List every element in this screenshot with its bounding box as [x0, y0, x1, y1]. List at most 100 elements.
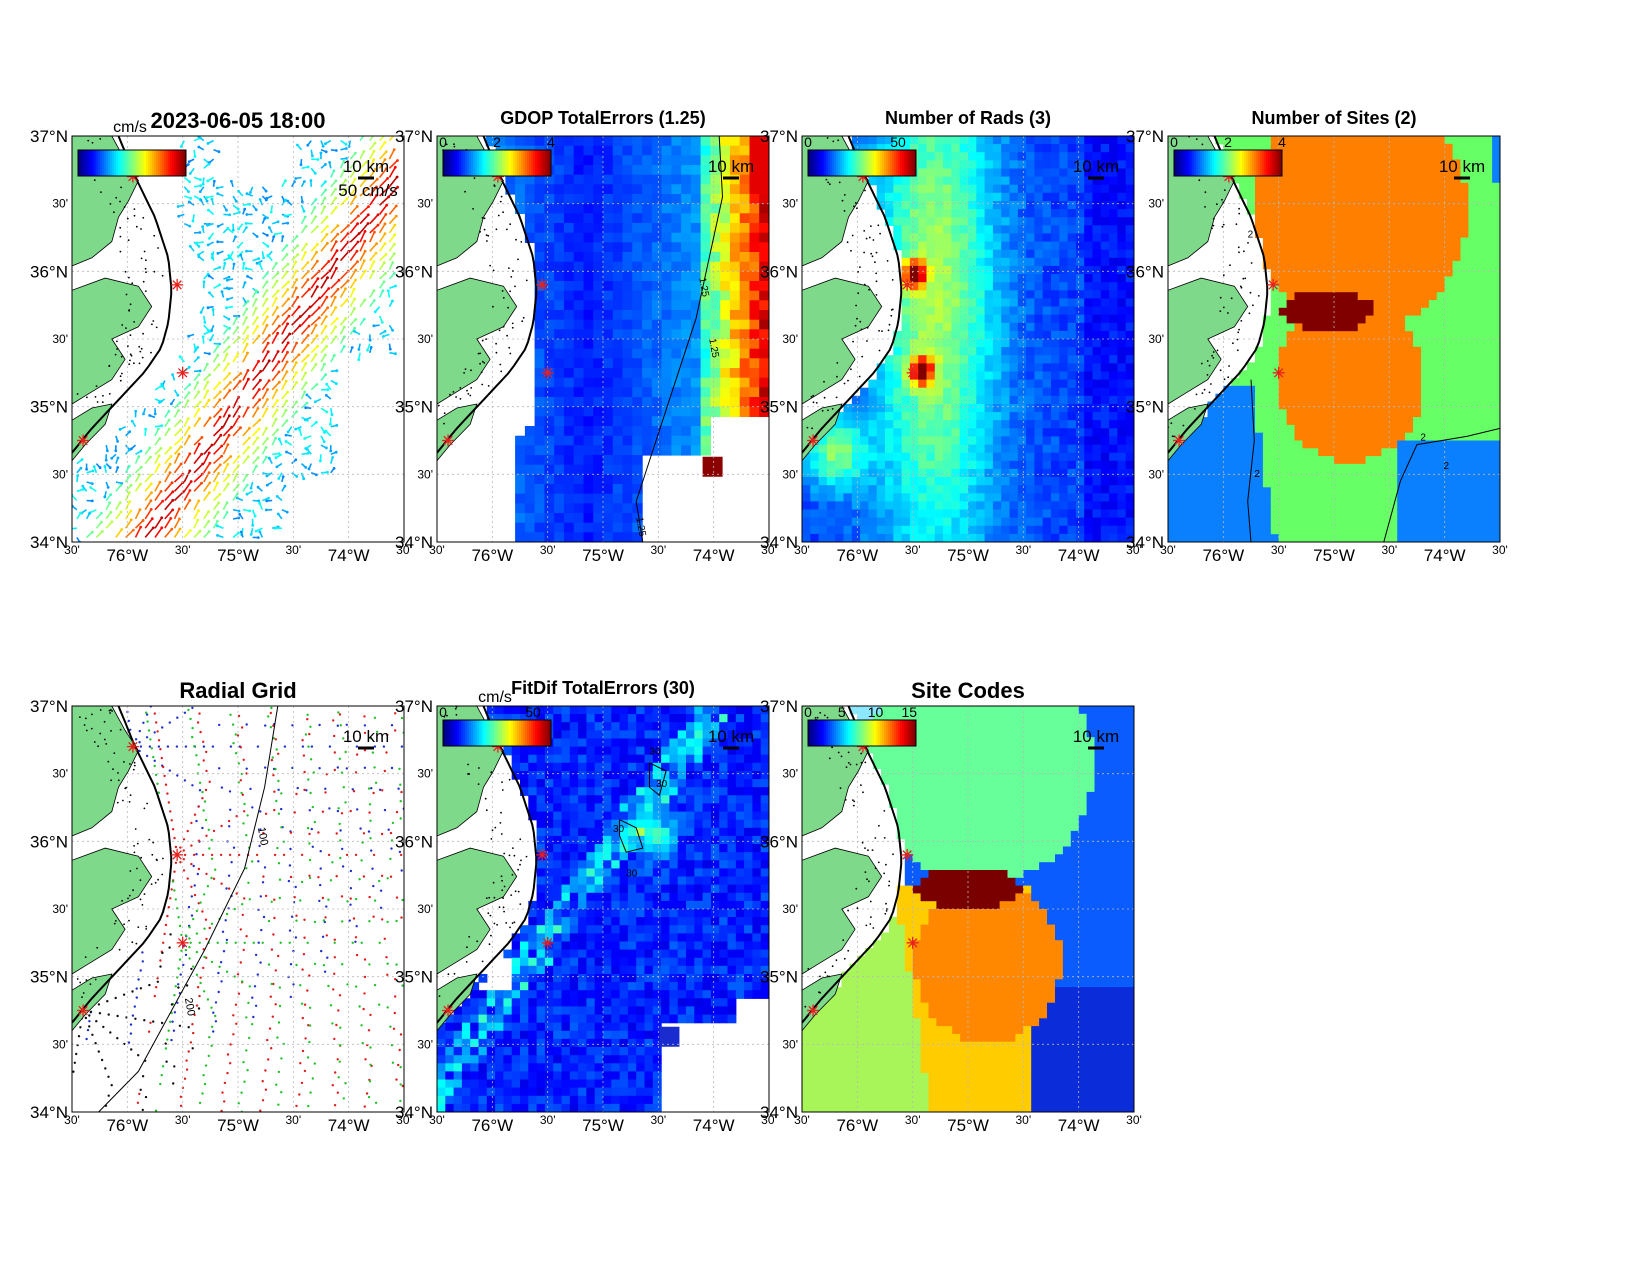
current-vector — [155, 501, 163, 510]
rads-cell — [910, 534, 919, 543]
rads-cell — [1117, 534, 1126, 543]
lat-tick-label: 35°N — [395, 398, 433, 417]
rads-cell — [976, 461, 985, 470]
rads-cell — [993, 201, 1002, 210]
rads-cell — [935, 388, 944, 397]
gdop-cell — [701, 204, 711, 214]
current-vector — [165, 529, 172, 537]
coast-dot — [138, 346, 140, 348]
gdop-cell — [593, 329, 603, 339]
gdop-cell — [671, 252, 681, 262]
sites-cell — [1342, 136, 1351, 144]
current-vector-head — [302, 477, 305, 480]
rads-cell — [1034, 363, 1043, 372]
rads-cell — [1093, 355, 1102, 364]
rads-cell — [1126, 323, 1135, 332]
gdop-cell — [613, 358, 623, 368]
rads-cell — [1051, 298, 1060, 307]
current-vector-head — [267, 342, 270, 345]
lon-tick-label: 74°W — [693, 546, 735, 565]
gdop-cell — [574, 368, 584, 378]
gdop-cell — [710, 407, 720, 417]
coast-dot — [869, 237, 871, 239]
current-vector-head — [246, 493, 249, 496]
gdop-cell — [740, 349, 750, 359]
rads-cell — [968, 177, 977, 186]
rads-cell — [1109, 510, 1118, 519]
current-vector-head — [206, 200, 209, 203]
rads-cell — [1001, 477, 1010, 486]
rads-cell — [976, 526, 985, 535]
coast-dot — [479, 363, 481, 365]
rads-cell — [910, 282, 919, 291]
gdop-cell — [652, 194, 662, 204]
current-vector-head — [111, 520, 114, 523]
current-vector-head — [110, 511, 113, 514]
coast-dot — [859, 266, 861, 268]
gdop-cell — [701, 397, 711, 407]
rads-cell — [1101, 493, 1110, 502]
rads-cell — [918, 201, 927, 210]
current-vector — [253, 336, 259, 344]
current-vector-head — [296, 144, 299, 147]
rads-cell — [1051, 363, 1060, 372]
sites-cell — [1374, 159, 1383, 167]
gdop-cell — [613, 397, 623, 407]
gdop-cell — [720, 358, 730, 368]
current-vector-head — [228, 346, 231, 349]
rads-cell — [1117, 404, 1126, 413]
gdop-cell — [652, 291, 662, 301]
rads-cell — [1059, 217, 1068, 226]
current-vector — [214, 483, 218, 492]
rads-cell — [868, 420, 877, 429]
gdop-cell — [535, 310, 545, 320]
rads-cell — [877, 412, 886, 421]
coast-dot — [144, 251, 146, 253]
gdop-cell — [642, 300, 652, 310]
current-vector-head — [325, 335, 328, 338]
current-vector-head — [384, 133, 387, 136]
current-vector-head — [150, 491, 153, 494]
current-vector — [243, 428, 250, 436]
rads-cell — [1018, 339, 1027, 348]
current-vector-head — [301, 200, 304, 203]
coast-dot — [472, 208, 474, 210]
gdop-cell — [740, 242, 750, 252]
rads-cell — [943, 201, 952, 210]
current-vector-head — [160, 383, 163, 386]
sites-cell — [1239, 136, 1248, 144]
current-vector-head — [391, 300, 394, 303]
rads-cell — [1001, 347, 1010, 356]
rads-cell — [910, 461, 919, 470]
current-vector-head — [278, 438, 281, 441]
rads-cell — [1010, 298, 1019, 307]
colorbar-swatch — [896, 150, 898, 176]
rads-cell — [1034, 307, 1043, 316]
current-vector-head — [298, 306, 301, 309]
gdop-cell — [544, 320, 554, 330]
gdop-cell — [759, 378, 769, 388]
rads-cell — [1010, 493, 1019, 502]
rads-cell — [968, 436, 977, 445]
rads-cell — [1043, 355, 1052, 364]
rads-cell — [1051, 185, 1060, 194]
current-vector-head — [255, 530, 258, 533]
rads-cell — [1109, 201, 1118, 210]
gdop-cell — [564, 155, 574, 165]
rads-cell — [918, 493, 927, 502]
colorbar-swatch — [182, 150, 184, 176]
rads-cell — [968, 266, 977, 275]
rads-cell — [1117, 177, 1126, 186]
current-vector-head — [230, 426, 233, 429]
rads-cell — [1109, 258, 1118, 267]
rads-cell — [1101, 420, 1110, 429]
coast-dot — [133, 362, 135, 364]
rads-cell — [1084, 380, 1093, 389]
rads-cell — [1093, 144, 1102, 153]
rads-cell — [1126, 380, 1135, 389]
rads-cell — [1051, 404, 1060, 413]
rads-cell — [1084, 290, 1093, 299]
current-vector-head — [216, 520, 219, 523]
lat-tick-label: 36°N — [760, 262, 798, 281]
current-vector-head — [130, 484, 133, 487]
